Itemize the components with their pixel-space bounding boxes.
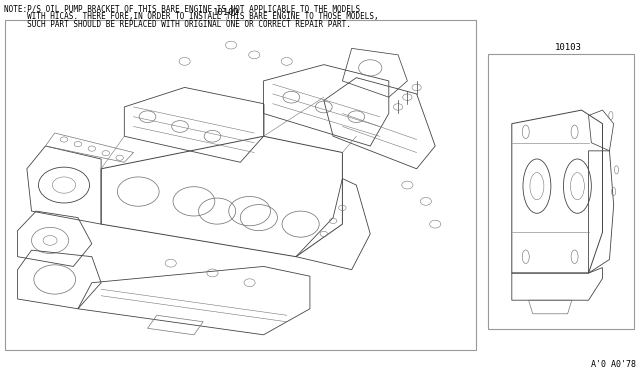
- Text: 10103: 10103: [554, 43, 581, 52]
- Text: 10102: 10102: [212, 9, 239, 17]
- Text: A'0 A0'78: A'0 A0'78: [591, 360, 636, 369]
- Bar: [488, 54, 634, 329]
- Text: SUCH PART SHOULD BE REPLACED WITH ORIGINAL ONE OR CORRECT REPAIR PART.: SUCH PART SHOULD BE REPLACED WITH ORIGIN…: [4, 20, 351, 29]
- Text: WITH HICAS. THERE FORE,IN ORDER TO INSTALL THIS BARE ENGINE TO THOSE MODELS,: WITH HICAS. THERE FORE,IN ORDER TO INSTA…: [4, 12, 379, 21]
- Text: NOTE:P/S OIL PUMP BRACKET OF THIS BARE ENGINE IS NOT APPLICABLE TO THE MODELS: NOTE:P/S OIL PUMP BRACKET OF THIS BARE E…: [4, 4, 360, 13]
- Bar: [5, 20, 476, 350]
